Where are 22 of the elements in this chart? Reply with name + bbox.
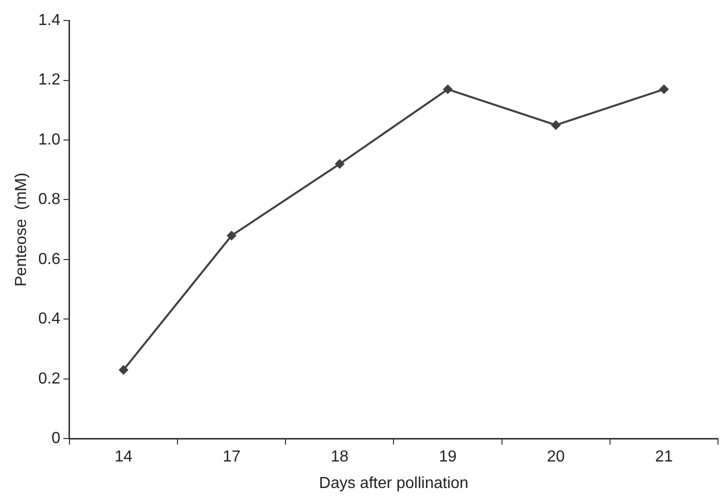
x-tick-label: 21: [655, 448, 673, 466]
x-tick-label: 20: [546, 448, 565, 466]
x-tick-label: 17: [222, 448, 241, 466]
y-tick-label: 0.8: [38, 191, 61, 208]
point: [659, 84, 668, 94]
x-tick-label: 19: [438, 448, 457, 466]
y-tick-label: 0.6: [38, 250, 61, 268]
y-tick-label: 0.4: [38, 310, 61, 328]
y-tick-label: 1.0: [38, 131, 61, 148]
y-tick-label: 0.2: [38, 370, 61, 388]
point: [335, 159, 344, 168]
x-axis-title: Days after pollination: [319, 474, 468, 492]
y-tick-label: 0: [52, 430, 61, 448]
point: [443, 84, 452, 94]
y-tick-label: 1.4: [38, 12, 61, 30]
y-tick-label: 1.2: [38, 72, 61, 89]
point: [551, 120, 560, 130]
point: [227, 231, 236, 240]
x-tick-label: 14: [114, 448, 132, 466]
point: [118, 365, 128, 374]
y-axis-title: Penteose (mM): [13, 172, 30, 287]
x-tick-label: 18: [330, 448, 349, 466]
